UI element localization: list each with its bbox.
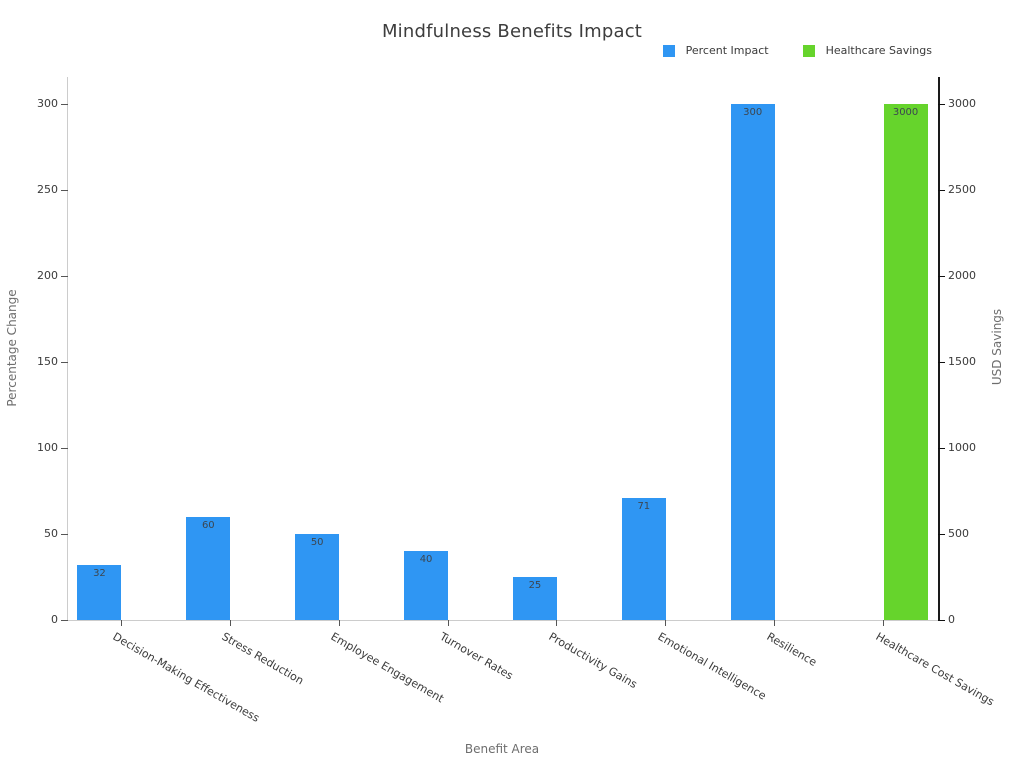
left-axis-tick-label: 200 bbox=[37, 269, 58, 282]
x-axis-tick-mark bbox=[556, 620, 558, 626]
bar-value-label: 3000 bbox=[892, 107, 919, 118]
x-axis-tick-mark bbox=[883, 620, 885, 626]
left-axis-tick-label: 0 bbox=[51, 613, 58, 626]
bar-value-label: 60 bbox=[201, 519, 215, 531]
x-axis-spine bbox=[67, 620, 939, 621]
bar: 60 bbox=[186, 516, 231, 620]
right-axis-tick-mark bbox=[938, 189, 945, 191]
x-axis-tick-mark bbox=[120, 620, 122, 626]
right-axis-tick-label: 1500 bbox=[948, 355, 976, 368]
bar: 300 bbox=[730, 104, 775, 620]
right-axis-tick-label: 2500 bbox=[948, 183, 976, 196]
x-axis-category-label: Resilience bbox=[764, 630, 819, 669]
right-axis-tick-label: 3000 bbox=[948, 97, 976, 110]
bar: 50 bbox=[295, 534, 340, 620]
left-axis-tick-mark bbox=[61, 447, 68, 449]
left-axis-tick-mark bbox=[61, 275, 68, 277]
left-axis-tick-mark bbox=[61, 619, 68, 621]
x-axis-tick-mark bbox=[665, 620, 667, 626]
bar: 40 bbox=[404, 551, 449, 620]
left-axis-tick-mark bbox=[61, 361, 68, 363]
right-axis-tick-mark bbox=[938, 361, 945, 363]
left-axis-spine bbox=[67, 77, 68, 620]
right-axis-tick-mark bbox=[938, 103, 945, 105]
x-axis-category-label: Productivity Gains bbox=[546, 630, 640, 692]
chart-legend: Percent Impact Healthcare Savings bbox=[662, 44, 932, 57]
x-axis-title: Benefit Area bbox=[464, 742, 540, 756]
bar: 32 bbox=[77, 564, 122, 620]
legend-item: Healthcare Savings bbox=[802, 44, 932, 57]
x-axis-tick-mark bbox=[774, 620, 776, 626]
left-axis-title: Percentage Change bbox=[5, 289, 19, 407]
left-axis-tick-label: 250 bbox=[37, 183, 58, 196]
right-axis-title: USD Savings bbox=[990, 308, 1004, 386]
right-axis-tick-mark bbox=[938, 447, 945, 449]
chart-title: Mindfulness Benefits Impact bbox=[381, 21, 643, 42]
legend-label: Healthcare Savings bbox=[825, 44, 932, 57]
x-axis-category-label: Employee Engagement bbox=[328, 630, 447, 706]
bar-value-label: 40 bbox=[419, 554, 433, 566]
legend-swatch-icon bbox=[662, 44, 675, 57]
right-axis-tick-mark bbox=[938, 275, 945, 277]
left-axis-tick-mark bbox=[61, 103, 68, 105]
left-axis-tick-label: 300 bbox=[37, 97, 58, 110]
x-axis-category-label: Healthcare Cost Savings bbox=[873, 630, 996, 709]
x-axis-tick-mark bbox=[229, 620, 231, 626]
legend-label: Percent Impact bbox=[685, 44, 769, 57]
right-axis-tick-label: 1000 bbox=[948, 441, 976, 454]
x-axis-category-label: Turnover Rates bbox=[437, 630, 516, 683]
left-axis-tick-mark bbox=[61, 533, 68, 535]
bar: 25 bbox=[512, 577, 557, 620]
right-axis-tick-label: 500 bbox=[948, 527, 969, 540]
x-axis-tick-mark bbox=[447, 620, 449, 626]
bar-value-label: 71 bbox=[637, 500, 651, 512]
x-axis-category-label: Emotional Intelligence bbox=[655, 630, 769, 703]
right-axis-tick-mark bbox=[938, 619, 945, 621]
bar: 71 bbox=[621, 497, 666, 620]
right-axis-tick-label: 2000 bbox=[948, 269, 976, 282]
left-axis-tick-label: 100 bbox=[37, 441, 58, 454]
bar-value-label: 32 bbox=[93, 567, 106, 579]
left-axis-tick-mark bbox=[61, 189, 68, 191]
right-axis-tick-label: 0 bbox=[948, 613, 955, 626]
bar-value-label: 25 bbox=[528, 580, 542, 591]
bar: 3000 bbox=[883, 104, 928, 620]
x-axis-category-label: Stress Reduction bbox=[219, 630, 307, 688]
bar-value-label: 50 bbox=[310, 537, 324, 548]
legend-swatch-icon bbox=[802, 44, 815, 57]
legend-item: Percent Impact bbox=[662, 44, 769, 57]
left-axis-tick-label: 150 bbox=[37, 355, 58, 368]
bar-value-label: 300 bbox=[743, 107, 763, 118]
right-axis-tick-mark bbox=[938, 533, 945, 535]
right-axis-spine bbox=[938, 77, 940, 621]
x-axis-tick-mark bbox=[338, 620, 340, 626]
left-axis-tick-label: 50 bbox=[44, 527, 58, 540]
